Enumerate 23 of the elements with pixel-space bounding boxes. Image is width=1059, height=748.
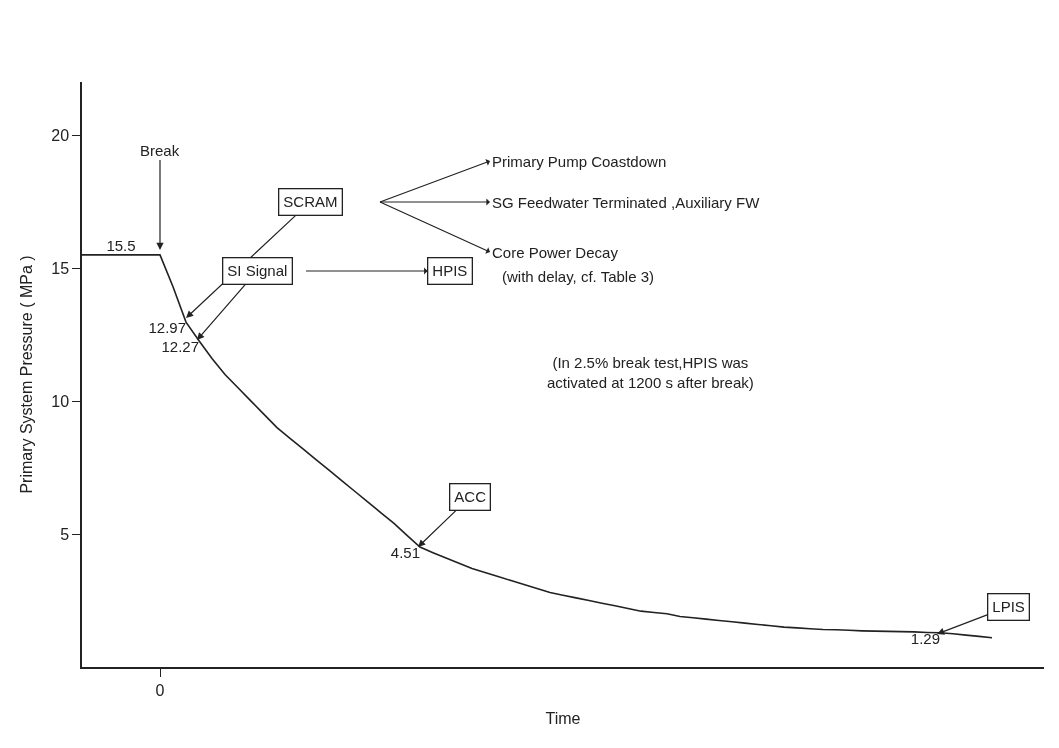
y-tick-label: 20 (51, 126, 70, 144)
y-tick-label: 15 (51, 259, 70, 277)
data-label: 12.27 (161, 337, 199, 355)
annotation: (with delay, cf. Table 3) (502, 268, 655, 285)
y-tick-label: 10 (51, 392, 70, 410)
annotation: Primary Pump Coastdown (492, 153, 667, 170)
annotation: (In 2.5% break test,HPIS was activated at 1200 s after break) (547, 354, 754, 391)
data-label: 15.5 (106, 237, 136, 255)
annotation: LPIS (992, 598, 1025, 616)
data-label: 4.51 (390, 544, 420, 562)
y-axis-title: Primary System Pressure ( MPa ) (17, 255, 35, 494)
annotation: ACC (454, 488, 487, 506)
x-axis-title: Time (545, 710, 581, 728)
annotation: SCRAM (283, 193, 338, 211)
annotation: HPIS (432, 262, 468, 280)
x-tick-label: 0 (155, 681, 165, 699)
data-label: 12.97 (148, 319, 186, 337)
annotation: SI Signal (227, 262, 288, 280)
annotation: SG Feedwater Terminated ,Auxiliary FW (492, 194, 761, 211)
annotation: Core Power Decay (492, 244, 619, 261)
annotation: Break (140, 142, 180, 159)
data-label: 1.29 (910, 629, 940, 647)
y-tick-label: 5 (60, 525, 70, 543)
